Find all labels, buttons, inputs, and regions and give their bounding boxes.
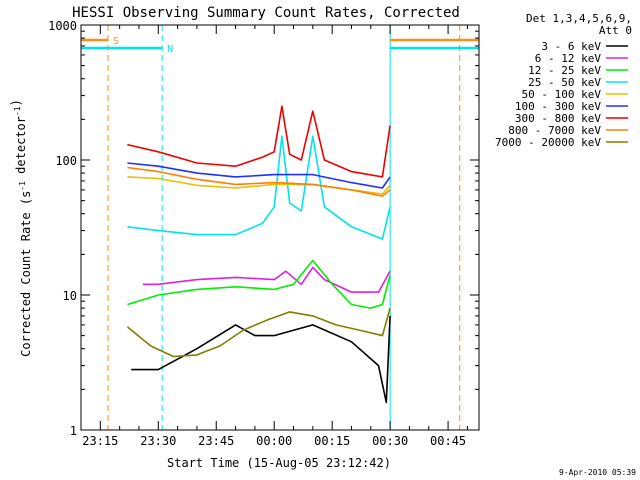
y-tick-label: 1 xyxy=(70,424,77,438)
legend-header-line2: Att 0 xyxy=(599,24,632,37)
legend-header-line1: Det 1,3,4,5,6,9, xyxy=(526,12,632,25)
legend-label: 25 - 50 keV xyxy=(528,76,601,89)
series-line-6 xyxy=(127,162,391,189)
marker-label: N xyxy=(167,44,173,55)
series-line-7 xyxy=(127,105,391,178)
legend-label: 800 - 7000 keV xyxy=(508,124,601,137)
x-tick-label: 00:30 xyxy=(372,434,408,448)
marker-label: S xyxy=(113,36,119,47)
chart-title: HESSI Observing Summary Count Rates, Cor… xyxy=(72,5,460,21)
legend-label: 3 - 6 keV xyxy=(541,40,601,53)
legend-label: 50 - 100 keV xyxy=(522,88,602,101)
legend-label: 12 - 25 keV xyxy=(528,64,601,77)
legend-label: 100 - 300 keV xyxy=(515,100,601,113)
legend-label: 7000 - 20000 keV xyxy=(495,136,601,149)
series-line-8 xyxy=(127,166,391,197)
x-tick-label: 00:45 xyxy=(430,434,466,448)
legend-label: 6 - 12 keV xyxy=(535,52,602,65)
y-axis-label: Corrected Count Rate (s-1 detector-1) xyxy=(9,99,33,357)
series-line-2 xyxy=(142,266,391,293)
x-tick-label: 23:45 xyxy=(198,434,234,448)
series-line-4 xyxy=(127,135,391,240)
y-tick-label: 1000 xyxy=(48,19,77,33)
x-tick-label: 00:00 xyxy=(256,434,292,448)
series-line-3 xyxy=(127,259,391,309)
series-line-5 xyxy=(127,176,391,195)
axis-ticks: 23:15 23:30 23:45 00:00 00:15 00:30 00:45 1 10 10… xyxy=(48,19,479,448)
y-tick-label: 10 xyxy=(63,289,77,303)
x-tick-label: 23:15 xyxy=(82,434,118,448)
generation-timestamp: 9-Apr-2010 05:39 xyxy=(559,468,636,477)
y-tick-label: 100 xyxy=(55,154,77,168)
x-tick-label: 00:15 xyxy=(314,434,350,448)
legend-label: 300 - 800 keV xyxy=(515,112,601,125)
series-lines xyxy=(126,105,391,404)
x-axis-label: Start Time (15-Aug-05 23:12:42) xyxy=(167,456,391,470)
x-tick-label: 23:30 xyxy=(140,434,176,448)
series-line-9 xyxy=(126,307,391,358)
observation-markers: SN xyxy=(81,25,479,430)
plot-frame xyxy=(80,24,480,431)
